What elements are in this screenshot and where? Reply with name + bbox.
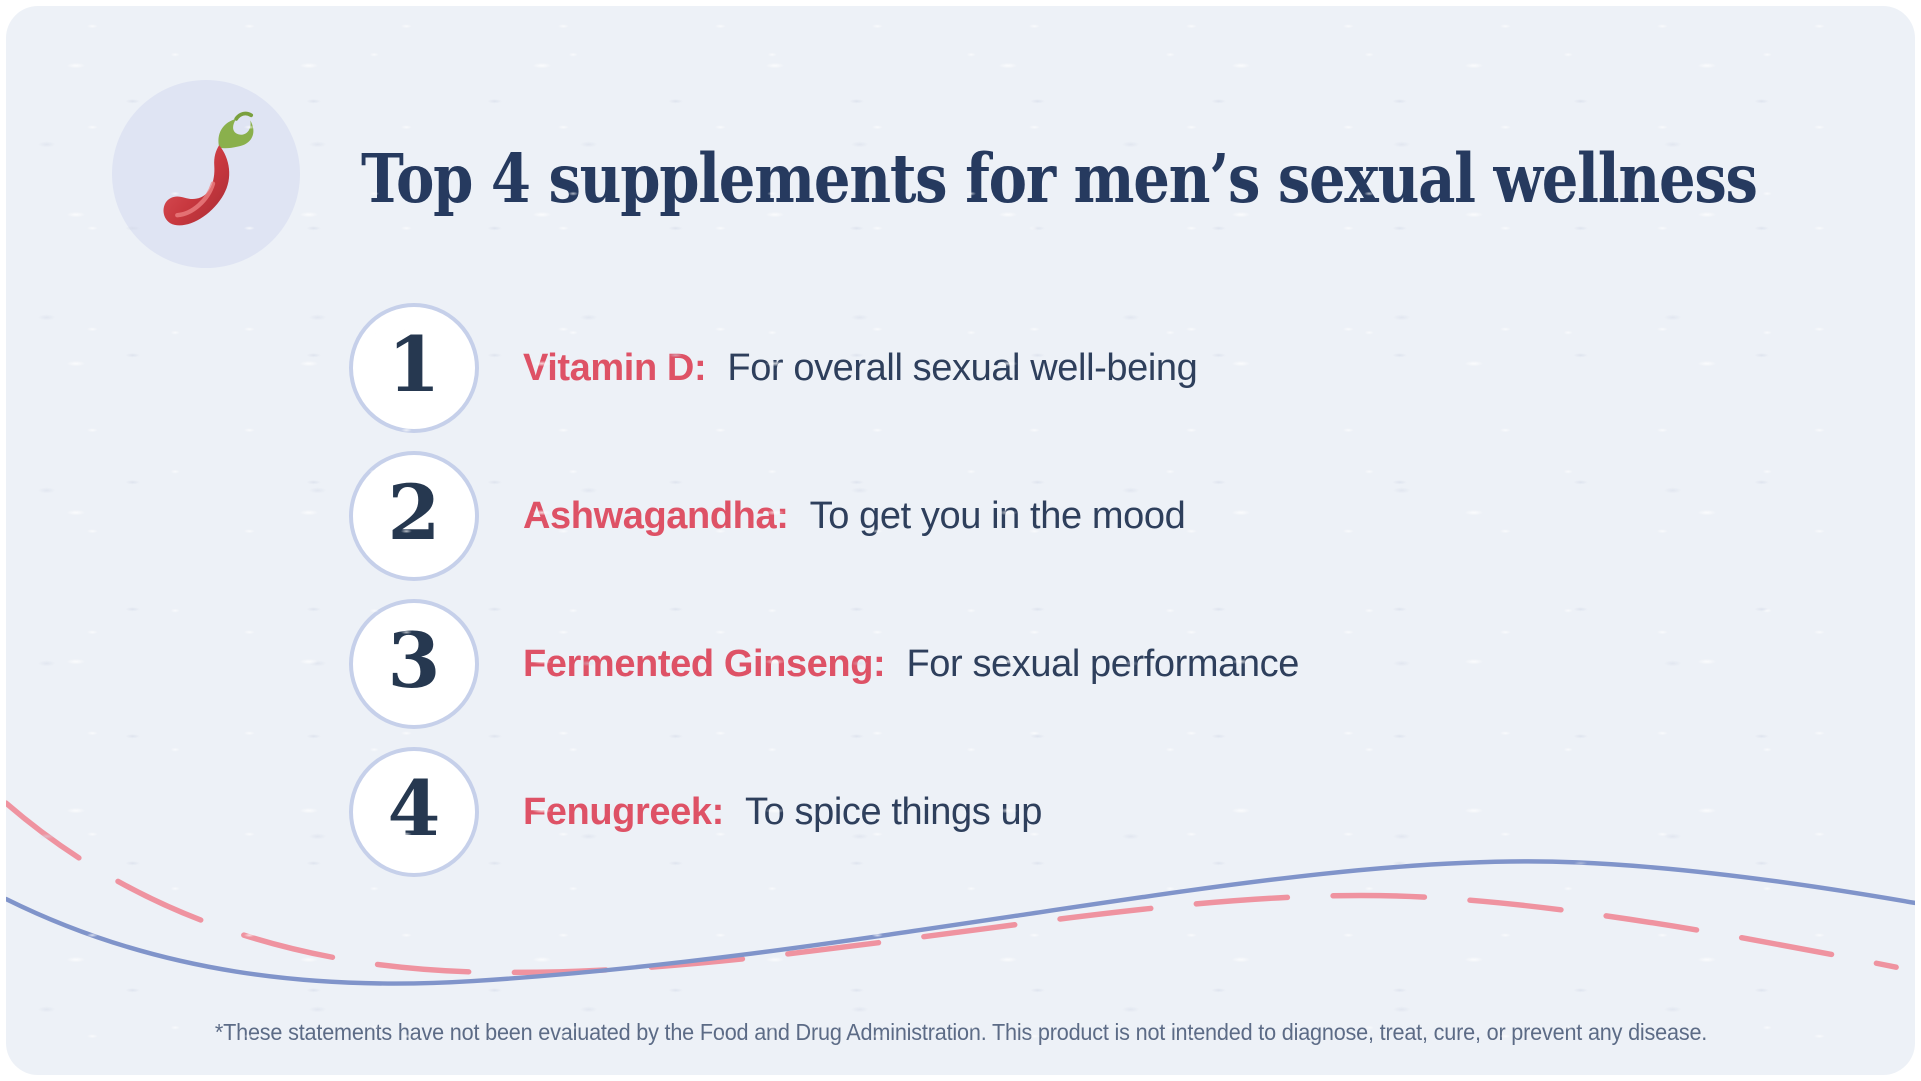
fda-disclaimer: *These statements have not been evaluate… xyxy=(214,1019,1707,1045)
item-number: 2 xyxy=(387,468,441,557)
list-item: 3 Fermented Ginseng: For sexual performa… xyxy=(349,599,1299,729)
item-number: 1 xyxy=(387,320,441,409)
supplement-description: For sexual performance xyxy=(906,642,1299,685)
supplement-name: Fermented Ginseng: xyxy=(523,642,886,685)
item-number-badge: 1 xyxy=(349,303,479,433)
supplement-list: 1 Vitamin D: For overall sexual well-bei… xyxy=(349,303,1299,877)
supplement-description: To get you in the mood xyxy=(809,494,1186,537)
item-number-badge: 3 xyxy=(349,599,479,729)
item-number-badge: 4 xyxy=(349,747,479,877)
blue-wave-line xyxy=(6,859,1915,986)
item-number: 4 xyxy=(387,764,441,853)
list-item: 1 Vitamin D: For overall sexual well-bei… xyxy=(349,303,1299,433)
item-text: Fenugreek: To spice things up xyxy=(523,791,1042,834)
item-text: Ashwagandha: To get you in the mood xyxy=(523,494,1186,538)
page-title: Top 4 supplements for men’s sexual welln… xyxy=(361,139,1758,218)
item-text: Fermented Ginseng: For sexual performanc… xyxy=(523,643,1299,686)
item-number-badge: 2 xyxy=(349,451,479,581)
supplement-description: To spice things up xyxy=(745,790,1042,833)
supplement-name: Ashwagandha: xyxy=(523,494,789,537)
item-text: Vitamin D: For overall sexual well-being xyxy=(523,346,1198,390)
list-item: 4 Fenugreek: To spice things up xyxy=(349,747,1299,877)
chili-pepper-badge xyxy=(112,80,300,268)
supplement-name: Fenugreek: xyxy=(523,790,724,833)
infographic-card: Top 4 supplements for men’s sexual welln… xyxy=(6,6,1915,1075)
supplement-name: Vitamin D: xyxy=(523,346,707,389)
supplement-description: For overall sexual well-being xyxy=(727,346,1198,389)
item-number: 3 xyxy=(387,616,441,705)
chili-pepper-icon xyxy=(163,111,254,226)
list-item: 2 Ashwagandha: To get you in the mood xyxy=(349,451,1299,581)
